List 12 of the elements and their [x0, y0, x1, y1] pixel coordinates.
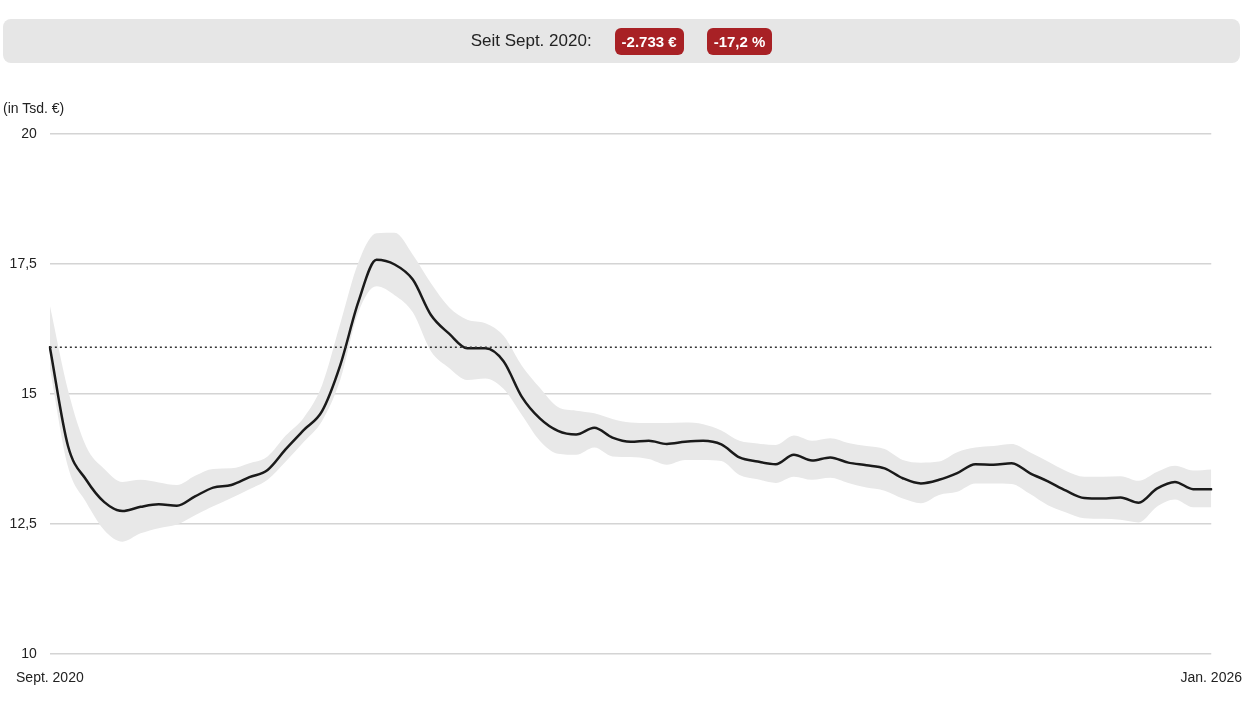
x-tick-label: Jan. 2026	[1180, 669, 1243, 686]
y-tick-label: 12,5	[9, 514, 38, 531]
y-tick-label: 10	[21, 644, 38, 661]
y-tick-label: 17,5	[9, 254, 38, 271]
line-series	[48, 258, 1213, 513]
x-tick-label: Sept. 2020	[15, 669, 84, 686]
y-tick-label: 20	[21, 124, 38, 141]
text: -2.733 €	[614, 27, 684, 55]
text: -17,2 %	[706, 27, 773, 55]
y-axis-title: (in Tsd. €)	[3, 100, 65, 116]
chart-title: Seit Sept. 2020:	[470, 31, 592, 51]
y-tick-label: 15	[21, 384, 38, 401]
